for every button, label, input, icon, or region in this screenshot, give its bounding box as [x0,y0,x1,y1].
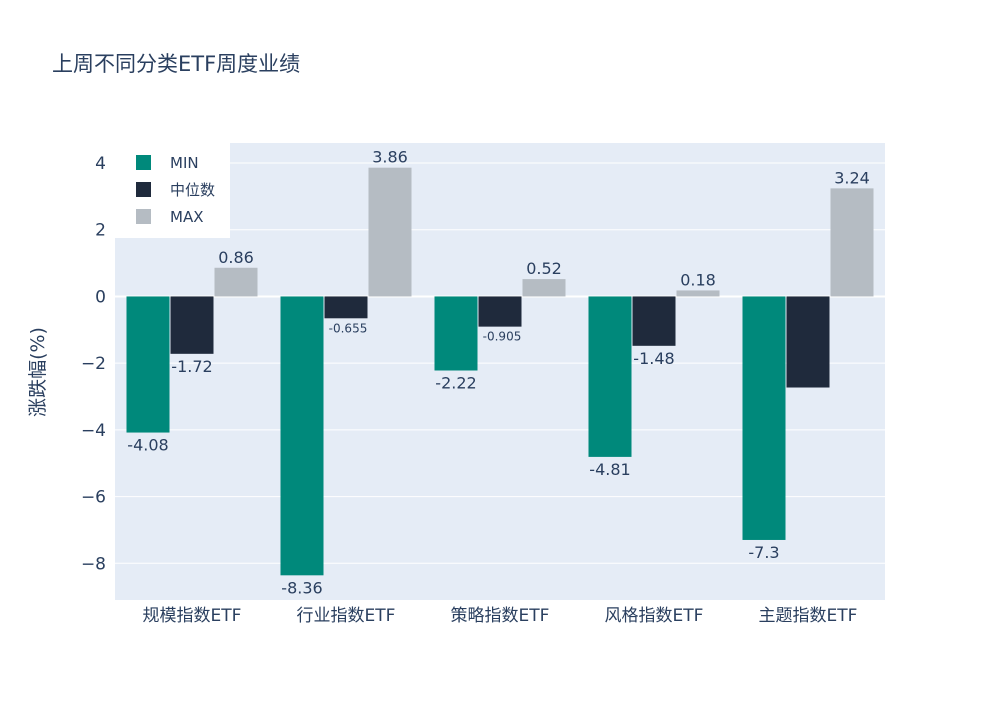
data-label: -1.72 [171,357,212,376]
bar-中位数[interactable] [786,296,830,388]
x-category-label: 规模指数ETF [143,606,242,626]
x-category-label: 策略指数ETF [451,606,550,626]
bar-中位数[interactable] [632,296,676,346]
y-tick-label: 4 [95,154,106,174]
legend-background [113,143,230,238]
bar-MAX[interactable] [368,167,412,297]
bar-MAX[interactable] [830,188,874,297]
y-tick-label: 2 [95,221,106,241]
y-tick-label: −4 [81,421,106,441]
y-axis-label: 涨跌幅(%) [27,327,49,417]
bar-MAX[interactable] [522,279,566,297]
y-tick-label: −2 [81,354,106,374]
legend[interactable]: MIN 中位数 MAX [113,143,230,238]
data-label: 0.86 [218,248,254,267]
bar-中位数[interactable] [170,296,214,354]
data-label: -0.905 [483,330,522,344]
data-label: -4.81 [589,460,630,479]
y-tick-label: −8 [81,554,106,574]
bar-MIN[interactable] [126,296,170,433]
bar-MIN[interactable] [588,296,632,457]
legend-item-label: MIN [170,154,199,172]
data-label: -0.655 [329,321,368,335]
bar-MAX[interactable] [676,290,720,297]
legend-swatch [136,182,151,197]
data-label: -8.36 [281,578,322,597]
y-axis-ticks: 4 2 0 −2 −4 −6 −8 [81,154,106,574]
bar-MIN[interactable] [434,296,478,371]
bar-MAX[interactable] [214,267,258,297]
data-label: 3.24 [834,168,870,187]
data-label: -2.22 [435,373,476,392]
x-category-label: 主题指数ETF [759,606,858,626]
legend-item-label: 中位数 [170,181,215,199]
data-label: 0.52 [526,259,562,278]
data-label: 3.86 [372,148,408,167]
x-category-label: 风格指数ETF [605,606,704,626]
y-tick-label: 0 [95,287,106,307]
chart-title: 上周不同分类ETF周度业绩 [52,52,301,76]
data-label: -1.48 [633,349,674,368]
x-category-label: 行业指数ETF [297,606,396,626]
data-labels: -4.08 -1.72 0.86 -8.36 -0.655 3.86 -2.22 -0.905… [127,148,870,598]
bar-中位数[interactable] [324,296,368,319]
bar-中位数[interactable] [478,296,522,327]
x-axis-categories: 规模指数ETF 行业指数ETF 策略指数ETF 风格指数ETF 主题指数ETF [143,606,858,626]
bar-MIN[interactable] [280,296,324,576]
bars [126,167,874,576]
bar-MIN[interactable] [742,296,786,540]
y-tick-label: −6 [81,488,106,508]
legend-swatch [136,209,151,224]
data-label: -7.3 [748,543,779,562]
legend-item-label: MAX [170,208,203,226]
data-label: 0.18 [680,270,716,289]
data-label: -4.08 [127,436,168,455]
legend-swatch [136,155,151,170]
